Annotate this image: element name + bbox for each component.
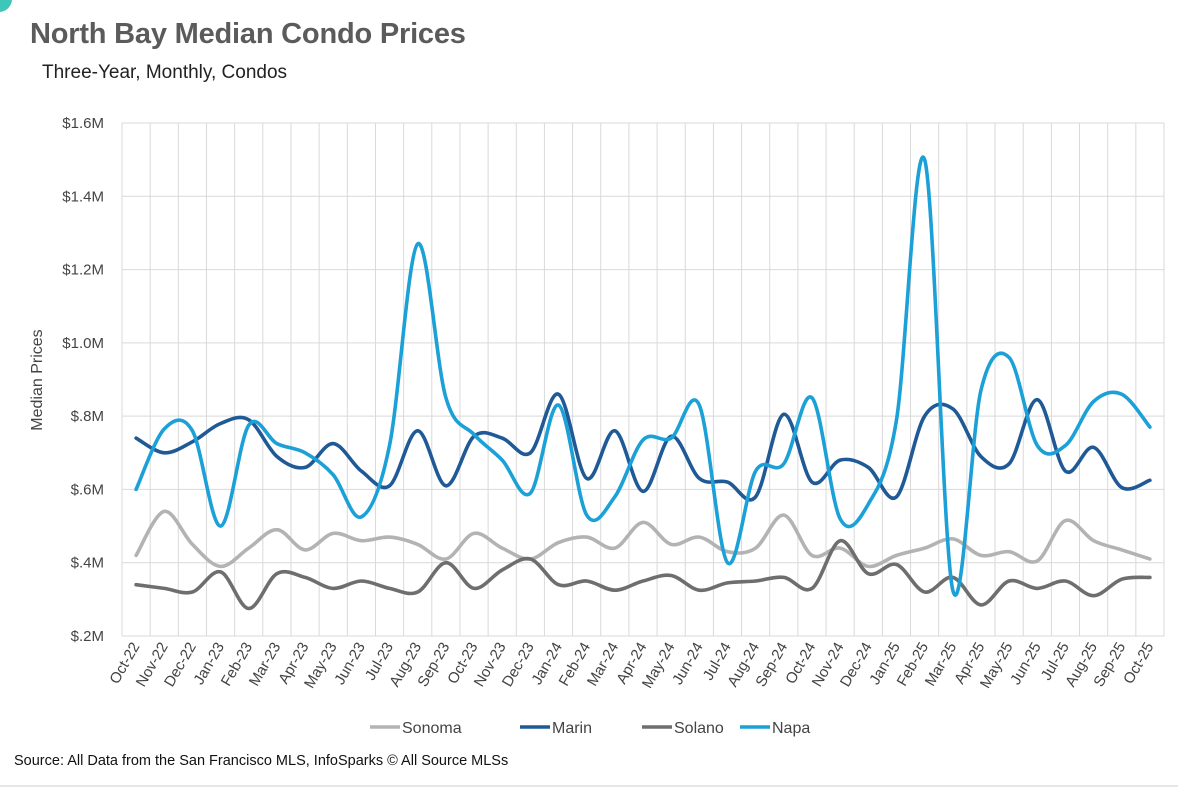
legend-label: Napa: [772, 720, 810, 737]
y-axis-ticks: $.2M $.4M $.6M $.8M $1.0M $1.2M $1.4M $1.6M: [62, 115, 104, 645]
y-tick-label: $1.6M: [62, 115, 104, 132]
legend-item-napa: Napa: [740, 720, 810, 737]
legend: Sonoma Marin Solano Napa: [370, 720, 810, 737]
y-tick-label: $.2M: [71, 628, 104, 645]
y-tick-label: $1.4M: [62, 188, 104, 205]
chart-subtitle: Three-Year, Monthly, Condos: [42, 62, 288, 83]
series-lines: [134, 155, 1152, 611]
y-tick-label: $1.2M: [62, 262, 104, 279]
legend-label: Sonoma: [402, 720, 462, 737]
series-line-marin: [134, 392, 1152, 502]
legend-item-solano: Solano: [642, 720, 724, 737]
y-tick-label: $.4M: [71, 555, 104, 572]
y-tick-label: $.8M: [71, 408, 104, 425]
legend-item-sonoma: Sonoma: [370, 720, 462, 737]
chart-title: North Bay Median Condo Prices: [30, 18, 466, 50]
series-line-solano: [134, 538, 1152, 611]
legend-label: Solano: [674, 720, 724, 737]
legend-label: Marin: [552, 720, 592, 737]
x-axis-ticks: Oct-22Nov-22Dec-22Jan-23Feb-23Mar-23Apr-…: [106, 640, 1157, 692]
y-axis-label: Median Prices: [29, 329, 46, 430]
y-tick-label: $.6M: [71, 481, 104, 498]
y-tick-label: $1.0M: [62, 335, 104, 352]
source-note: Source: All Data from the San Francisco …: [14, 753, 509, 769]
gridlines: [121, 122, 1165, 637]
legend-item-marin: Marin: [520, 720, 592, 737]
series-line-sonoma: [134, 509, 1152, 569]
bottom-divider: [0, 785, 1178, 787]
series-line-napa: [134, 155, 1152, 597]
